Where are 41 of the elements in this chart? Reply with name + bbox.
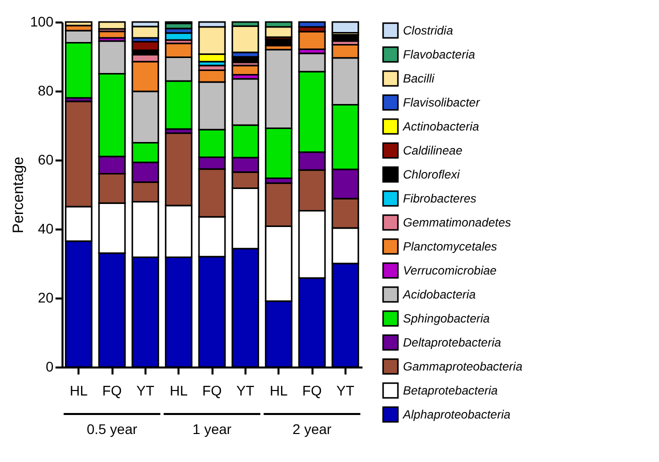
x-tick-label: HL [70,382,88,398]
legend-label: Deltaprotebacteria [403,336,502,350]
legend-label: Gammaproteobacteria [403,360,523,374]
text: 1 year [192,421,232,437]
bar [298,30,326,50]
x-tick-label: FQ [202,382,222,398]
legend-label: Sphingobacteria [403,312,490,326]
y-tick-label: 40 [38,220,54,236]
legend-label: Bacilli [403,72,435,86]
y-tick-label: 100 [30,14,54,30]
legend-label: Verrucomicrobiae [403,264,497,278]
legend-label: Alphaproteobacteria [402,408,511,422]
legend-label: Fibrobacteres [403,192,476,206]
legend-label: Actinobacteria [402,120,480,134]
legend-label: Acidobacteria [402,288,476,302]
y-tick-label: 20 [38,290,54,306]
x-tick-label: YT [136,382,155,398]
legend-label: Flavisolibacter [403,96,481,110]
y-tick-label: 60 [38,152,54,168]
legend-label: Clostridia [403,24,454,38]
x-tick-label: YT [336,382,355,398]
x-tick-label: HL [170,382,188,398]
legend-label: Betaprotebacteria [403,384,498,398]
bar [132,26,160,39]
x-tick-label: FQ [302,382,322,398]
text: 2 year [292,421,332,437]
y-axis-title: Percentage [10,156,28,234]
legend-label: Gemmatimonadetes [403,216,512,230]
bar [98,21,126,30]
legend-label: Planctomycetales [403,240,498,254]
x-tick-label: FQ [102,382,122,398]
legend-label: Caldilineae [403,144,463,158]
legend-label: Chloroflexi [403,168,460,182]
x-tick-label: YT [236,382,255,398]
bar [232,25,260,54]
y-tick-label: 80 [38,82,54,98]
legend-label: Flavobacteria [403,48,476,62]
bar [332,21,360,34]
text: 0.5 year [86,421,138,437]
x-tick-label: HL [270,382,288,398]
y-tick-label: 0 [46,358,54,374]
